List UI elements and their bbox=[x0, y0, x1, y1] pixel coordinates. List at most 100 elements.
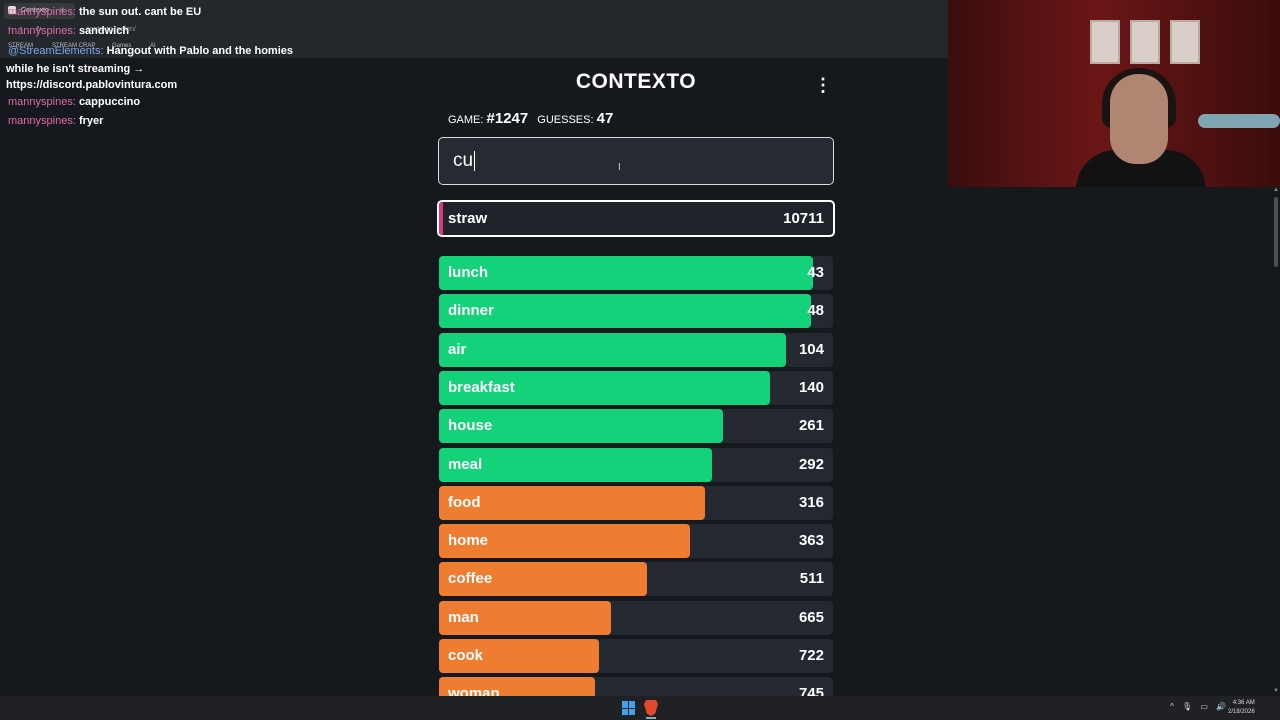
bookmark-ai[interactable]: AI bbox=[150, 43, 156, 49]
favicon-icon bbox=[8, 6, 16, 15]
last-guess-rank: 10711 bbox=[783, 210, 824, 227]
scroll-thumb[interactable] bbox=[1274, 197, 1278, 267]
guess-word: home bbox=[448, 532, 489, 549]
chat-text: the sun out. cant be EU bbox=[78, 6, 202, 18]
guess-word: cook bbox=[448, 647, 484, 664]
guess-rank: 665 bbox=[798, 609, 824, 626]
chat-username: @StreamElements: bbox=[8, 45, 104, 57]
back-icon[interactable]: ‹ bbox=[8, 25, 11, 32]
chat-message: @StreamElements: Hangout with Pablo and … bbox=[8, 45, 293, 57]
address-bar[interactable]: ‹ › ↻ contexto.me/en/ bbox=[0, 22, 948, 40]
guess-rank: 261 bbox=[798, 417, 824, 434]
guess-row: lunch 43 bbox=[439, 256, 833, 290]
chat-username: mannyspines: bbox=[8, 25, 76, 37]
game-title: CONTEXTO bbox=[575, 70, 697, 93]
guess-word: meal bbox=[448, 456, 483, 473]
last-guess-row: straw 10711 bbox=[437, 200, 835, 237]
guess-rank: 43 bbox=[807, 264, 824, 281]
tab-title: Contexto bbox=[20, 7, 49, 14]
guess-proximity-bar bbox=[439, 677, 595, 696]
last-guess-accent bbox=[439, 202, 443, 235]
chat-username: mannyspines: bbox=[8, 96, 76, 108]
guess-rank: 363 bbox=[798, 532, 824, 549]
bookmark-stream[interactable]: STREAM bbox=[8, 43, 34, 49]
guess-proximity-bar bbox=[439, 256, 813, 290]
system-clock[interactable]: 4:36 AM 2/18/2026 bbox=[1228, 699, 1255, 717]
guesses-label: GUESSES: bbox=[537, 114, 594, 126]
forward-icon[interactable]: › bbox=[20, 25, 23, 32]
chat-message: mannyspines: the sun out. cant be EU bbox=[8, 6, 201, 18]
guess-word: breakfast bbox=[448, 379, 515, 396]
microphone-icon[interactable]: 🎙 bbox=[1182, 702, 1193, 711]
tab-close-icon[interactable]: ✕ bbox=[58, 7, 65, 14]
volume-icon[interactable]: 🔊 bbox=[1216, 702, 1227, 711]
scroll-down-icon[interactable]: ▼ bbox=[1273, 688, 1279, 694]
guess-rank: 745 bbox=[798, 685, 824, 696]
system-tray: ^ 🎙 ▭ 🔊 bbox=[1170, 702, 1232, 711]
url-text[interactable]: contexto.me/en/ bbox=[86, 26, 136, 33]
bookmark-stream-crap[interactable]: STREAM CRAP bbox=[52, 43, 96, 49]
chat-text: sandwich bbox=[78, 25, 130, 37]
webcam-feed bbox=[948, 0, 1280, 187]
text-cursor-icon: I bbox=[618, 162, 621, 173]
browser-tab[interactable]: Contexto ✕ bbox=[4, 3, 75, 19]
chat-message: mannyspines: sandwich bbox=[8, 25, 129, 37]
guess-rank: 722 bbox=[798, 647, 824, 664]
guess-row: air 104 bbox=[439, 333, 833, 367]
clock-time: 4:36 AM bbox=[1232, 700, 1255, 706]
guess-word: air bbox=[448, 341, 467, 358]
guess-proximity-bar bbox=[439, 294, 811, 328]
menu-icon[interactable]: ⋮ bbox=[814, 75, 832, 95]
text-caret bbox=[474, 150, 476, 171]
guess-proximity-bar bbox=[439, 524, 690, 558]
guess-word: woman bbox=[448, 685, 500, 696]
chevron-up-icon[interactable]: ^ bbox=[1170, 702, 1174, 711]
reload-icon[interactable]: ↻ bbox=[36, 26, 42, 33]
windows-start-icon[interactable] bbox=[622, 701, 636, 715]
guess-row: woman 745 bbox=[439, 677, 833, 696]
guess-row: breakfast 140 bbox=[439, 371, 833, 405]
guess-list: lunch 43 dinner 48 air 104 breakfast 140 house 26… bbox=[439, 256, 833, 696]
active-app-indicator bbox=[646, 717, 656, 719]
browser-chrome: Contexto ✕ ‹ › ↻ contexto.me/en/ STREAM … bbox=[0, 0, 948, 58]
chat-text: Hangout with Pablo and the homies bbox=[106, 45, 293, 57]
guess-word: man bbox=[448, 609, 479, 626]
guess-rank: 511 bbox=[799, 570, 824, 587]
chat-username: mannyspines: bbox=[8, 115, 76, 127]
guess-rank: 292 bbox=[798, 456, 824, 473]
guess-rank: 316 bbox=[798, 494, 824, 511]
microphone bbox=[1198, 114, 1280, 128]
guess-row: cook 722 bbox=[439, 639, 833, 673]
wall-frame bbox=[1170, 20, 1200, 64]
guess-word: coffee bbox=[448, 570, 493, 587]
network-icon[interactable]: ▭ bbox=[1200, 702, 1208, 711]
guess-row: man 665 bbox=[439, 601, 833, 635]
bookmarks-bar: STREAM STREAM CRAP Games AI bbox=[0, 40, 948, 54]
guess-word: house bbox=[448, 417, 493, 434]
game-number: #1247 bbox=[486, 110, 529, 127]
guess-proximity-bar bbox=[439, 371, 770, 405]
guess-input[interactable]: cu bbox=[438, 137, 834, 185]
guess-word: dinner bbox=[448, 302, 494, 319]
chat-username: mannyspines: bbox=[8, 6, 76, 18]
chat-text: fryer bbox=[78, 115, 104, 127]
brave-browser-icon[interactable] bbox=[644, 700, 658, 716]
taskbar: ^ 🎙 ▭ 🔊 4:36 AM 2/18/2026 bbox=[0, 696, 1280, 720]
guess-proximity-bar bbox=[439, 448, 712, 482]
guess-rank: 140 bbox=[798, 379, 824, 396]
bookmark-games[interactable]: Games bbox=[112, 43, 132, 49]
guess-input-value: cu bbox=[453, 150, 474, 171]
guess-proximity-bar bbox=[439, 639, 599, 673]
guess-proximity-bar bbox=[439, 601, 611, 635]
page-scrollbar[interactable]: ▲ ▼ bbox=[1272, 187, 1280, 696]
guess-row: food 316 bbox=[439, 486, 833, 520]
wall-frame bbox=[1130, 20, 1160, 64]
chat-text: cappuccino bbox=[78, 96, 141, 108]
wall-frame bbox=[1090, 20, 1120, 64]
guess-row: house 261 bbox=[439, 409, 833, 443]
guess-proximity-bar bbox=[439, 409, 723, 443]
guess-row: home 363 bbox=[439, 524, 833, 558]
guess-row: dinner 48 bbox=[439, 294, 833, 328]
guess-row: coffee 511 bbox=[439, 562, 833, 596]
scroll-up-icon[interactable]: ▲ bbox=[1273, 187, 1279, 193]
